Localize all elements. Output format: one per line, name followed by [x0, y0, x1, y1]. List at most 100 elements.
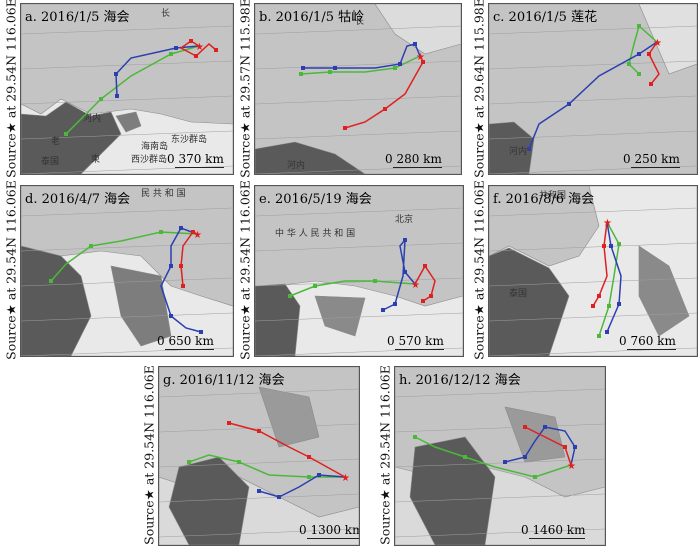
- trajectory-marker: [627, 62, 631, 66]
- land-region: [110, 265, 172, 347]
- source-star-icon: ★: [653, 38, 662, 49]
- trajectory-marker: [237, 460, 241, 464]
- map-graphic: ★: [395, 367, 605, 545]
- trajectory-marker: [597, 294, 601, 298]
- trajectory-marker: [617, 242, 621, 246]
- map-graphic: 民 共 和 国 ★: [21, 186, 233, 356]
- trajectory-map: ★ g. 2016/11/12 海会 0 1300 km: [158, 366, 360, 546]
- scale-line: [529, 538, 586, 539]
- source-label-text: Source★ at 29.57N 115.98E: [237, 0, 253, 178]
- place-label: 北京: [395, 213, 413, 225]
- map-background: [255, 4, 461, 174]
- trajectory-line: [414, 436, 572, 478]
- source-label: Source★ at 29.57N 115.98E: [236, 0, 254, 178]
- map-graphic: 中 华 人 民 共 和 国 北京 ★: [255, 186, 463, 356]
- trajectory-marker: [398, 62, 402, 66]
- graticule-line: [255, 312, 463, 322]
- trajectory-marker: [403, 238, 407, 242]
- source-label-text: Source★ at 29.54N 116.06E: [141, 365, 157, 545]
- place-label: 柬: [91, 154, 100, 165]
- trajectory-marker: [563, 445, 567, 449]
- graticule-line: [21, 312, 233, 322]
- land-region: [489, 247, 570, 356]
- scale-label: 0 570 km: [387, 334, 444, 348]
- land-region: [638, 4, 697, 75]
- trajectory-marker: [637, 24, 641, 28]
- graticule-line: [255, 130, 461, 140]
- source-label: Source★ at 29.64N 115.98E: [470, 0, 488, 178]
- trajectory-marker: [393, 302, 397, 306]
- trajectory-marker: [194, 54, 198, 58]
- trajectory-line: [50, 231, 198, 282]
- source-label-text: Source★ at 29.54N 116.06E: [237, 180, 253, 360]
- trajectory-marker: [503, 460, 507, 464]
- land-region: [638, 245, 690, 337]
- source-label: Source★ at 29.54N 116.06E: [2, 0, 20, 178]
- map-background: [489, 4, 697, 174]
- trajectory-marker: [573, 445, 577, 449]
- trajectory-marker: [617, 302, 621, 306]
- trajectory-marker: [429, 294, 433, 298]
- scale-line: [395, 349, 444, 350]
- land-region: [489, 186, 600, 267]
- trajectory-marker: [181, 284, 185, 288]
- panel-title: a. 2016/1/5 海会: [25, 10, 130, 25]
- place-label: 泰国: [41, 155, 59, 167]
- source-star-icon: ★: [195, 42, 204, 53]
- source-label-text: Source★ at 29.64N 115.98E: [471, 0, 487, 178]
- trajectory-marker: [343, 126, 347, 130]
- source-star-icon: ★: [411, 280, 420, 291]
- place-label: 河内: [83, 112, 101, 124]
- graticule-line: [21, 277, 233, 287]
- scale-line: [393, 167, 442, 168]
- trajectory-line: [289, 280, 416, 297]
- source-star-icon: ★: [416, 52, 425, 63]
- trajectory-marker: [49, 279, 53, 283]
- trajectory-marker: [328, 70, 332, 74]
- place-label: 老: [51, 135, 60, 147]
- graticule-line: [21, 60, 233, 70]
- trajectory-map: 共和国 泰国 ★ f. 2016/8/6 海会 0 760 km: [488, 185, 698, 357]
- trajectory-marker: [89, 244, 93, 248]
- land-region: [115, 111, 142, 133]
- land-region: [255, 141, 366, 174]
- place-label: 共和国: [539, 190, 566, 201]
- trajectory-marker: [307, 475, 311, 479]
- scale-line: [627, 349, 676, 350]
- land-region: [258, 386, 320, 448]
- trajectory-marker: [421, 299, 425, 303]
- graticule-line: [255, 277, 463, 287]
- trajectory-marker: [189, 39, 193, 43]
- trajectory-marker: [99, 97, 103, 101]
- panel-title: c. 2016/1/5 莲花: [493, 10, 598, 25]
- trajectory-line: [524, 426, 572, 466]
- trajectory-line: [598, 221, 620, 337]
- graticule-line: [255, 25, 461, 35]
- trajectory-marker: [159, 230, 163, 234]
- trajectory-marker: [317, 473, 321, 477]
- trajectory-marker: [637, 72, 641, 76]
- trajectory-map: 民 共 和 国 ★ d. 2016/4/7 海会 0 650 km: [20, 185, 234, 357]
- place-label: 长: [161, 7, 170, 19]
- source-label: Source★ at 29.54N 116.06E: [470, 180, 488, 360]
- trajectory-marker: [64, 132, 68, 136]
- trajectory-line: [258, 474, 346, 498]
- trajectory-marker: [277, 495, 281, 499]
- source-star-icon: ★: [193, 230, 202, 241]
- scale-bar: 0 370 km: [167, 152, 224, 168]
- trajectory-marker: [313, 284, 317, 288]
- land-region: [21, 101, 122, 174]
- map-graphic: ★: [159, 367, 359, 545]
- trajectory-marker: [413, 42, 417, 46]
- graticule-line: [255, 207, 463, 217]
- graticule-line: [395, 423, 605, 433]
- place-label: 泰国: [509, 287, 527, 299]
- map-graphic: 长河内 ★: [255, 4, 461, 174]
- panel-title: e. 2016/5/19 海会: [259, 192, 372, 207]
- trajectory-marker: [591, 304, 595, 308]
- trajectory-marker: [179, 226, 183, 230]
- scale-label: 0 370 km: [167, 152, 224, 166]
- trajectory-marker: [179, 264, 183, 268]
- trajectory-marker: [523, 455, 527, 459]
